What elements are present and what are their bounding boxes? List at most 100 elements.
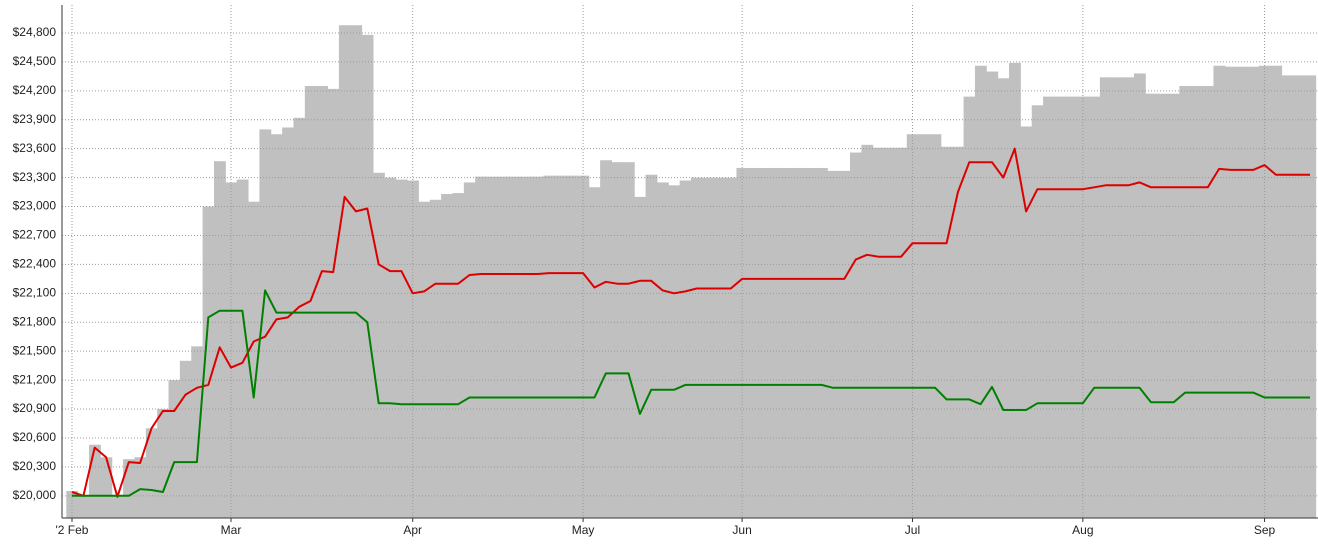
y-tick-label: $22,100 — [13, 285, 57, 299]
bar — [997, 78, 1010, 519]
y-tick-label: $20,600 — [13, 430, 57, 444]
bar — [963, 96, 976, 518]
bar — [509, 176, 522, 518]
bar — [679, 180, 692, 518]
bar — [1179, 86, 1192, 518]
y-tick-label: $21,200 — [13, 372, 57, 386]
bar — [1247, 66, 1260, 518]
bar — [259, 129, 272, 518]
bar — [725, 177, 737, 518]
bar — [1065, 96, 1078, 518]
bar — [452, 193, 465, 519]
bar — [304, 86, 317, 518]
bar — [1168, 93, 1180, 518]
bar — [691, 177, 703, 518]
bar — [338, 25, 351, 518]
bar — [1077, 96, 1090, 518]
bar — [986, 71, 999, 519]
bar — [134, 457, 147, 518]
x-tick-label: Jun — [732, 523, 751, 537]
x-tick-label: May — [572, 523, 595, 537]
bar — [486, 176, 499, 518]
bar — [1270, 65, 1283, 518]
bar — [611, 162, 624, 518]
bar — [838, 170, 851, 518]
bar — [475, 176, 488, 518]
bar — [1224, 66, 1237, 518]
y-tick-label: $23,900 — [13, 112, 57, 126]
bar — [747, 167, 760, 518]
bar — [395, 179, 408, 519]
y-tick-label: $22,400 — [13, 257, 57, 271]
bar — [202, 206, 215, 519]
x-tick-label: Mar — [221, 523, 242, 537]
bar — [895, 147, 908, 518]
bar — [1213, 65, 1226, 518]
bar — [463, 182, 476, 518]
bar — [66, 491, 79, 518]
y-tick-label: $20,000 — [13, 488, 57, 502]
bar — [884, 147, 896, 518]
y-tick-label: $20,300 — [13, 459, 57, 473]
bar — [384, 177, 397, 518]
line-series — [71, 147, 1310, 498]
y-tick-label: $20,900 — [13, 401, 57, 415]
bar — [850, 152, 862, 519]
bar — [316, 86, 329, 518]
bar — [872, 147, 885, 518]
y-tick-label: $23,000 — [13, 199, 57, 213]
bar — [1190, 86, 1203, 518]
y-tick-label: $24,500 — [13, 54, 57, 68]
bar — [418, 201, 431, 518]
bar — [702, 177, 715, 518]
y-tick-label: $24,800 — [13, 25, 57, 39]
bar — [952, 146, 965, 518]
x-tick-label: '2 Feb — [56, 523, 89, 537]
bar — [736, 167, 749, 518]
bar — [1156, 93, 1169, 518]
bar — [804, 167, 817, 518]
bar — [123, 459, 135, 518]
line-series — [72, 289, 1310, 497]
bar — [713, 177, 726, 518]
bar — [168, 380, 181, 518]
bar — [1009, 62, 1021, 518]
bar — [656, 182, 669, 518]
bar — [77, 495, 90, 518]
bar — [248, 201, 260, 518]
bar — [645, 174, 658, 518]
bar — [350, 25, 363, 518]
bar — [793, 167, 806, 518]
bar — [293, 117, 306, 519]
bar — [191, 346, 204, 518]
bar — [145, 428, 158, 518]
bar — [100, 457, 113, 518]
bar — [634, 196, 647, 518]
x-tick-label: Apr — [403, 523, 422, 537]
bar — [1145, 93, 1158, 518]
bar — [759, 167, 772, 518]
bar — [1099, 77, 1112, 519]
x-tick-label: Sep — [1254, 523, 1276, 537]
bar — [1133, 73, 1146, 518]
bar — [531, 176, 544, 518]
bar — [179, 360, 192, 518]
bar — [600, 160, 612, 518]
bar — [429, 199, 442, 519]
bar — [929, 134, 942, 518]
bar — [282, 127, 294, 518]
y-tick-label: $21,500 — [13, 343, 57, 357]
x-tick-label: Jul — [905, 523, 920, 537]
bar — [543, 175, 556, 518]
bar — [1202, 86, 1214, 518]
y-tick-label: $24,200 — [13, 83, 57, 97]
y-tick-label: $23,300 — [13, 170, 57, 184]
x-tick-label: Aug — [1072, 523, 1093, 537]
y-tick-label: $23,600 — [13, 141, 57, 155]
bar — [554, 175, 567, 518]
bar — [1111, 77, 1124, 519]
bar — [89, 444, 101, 518]
bar — [1304, 75, 1317, 519]
bar — [361, 34, 374, 519]
